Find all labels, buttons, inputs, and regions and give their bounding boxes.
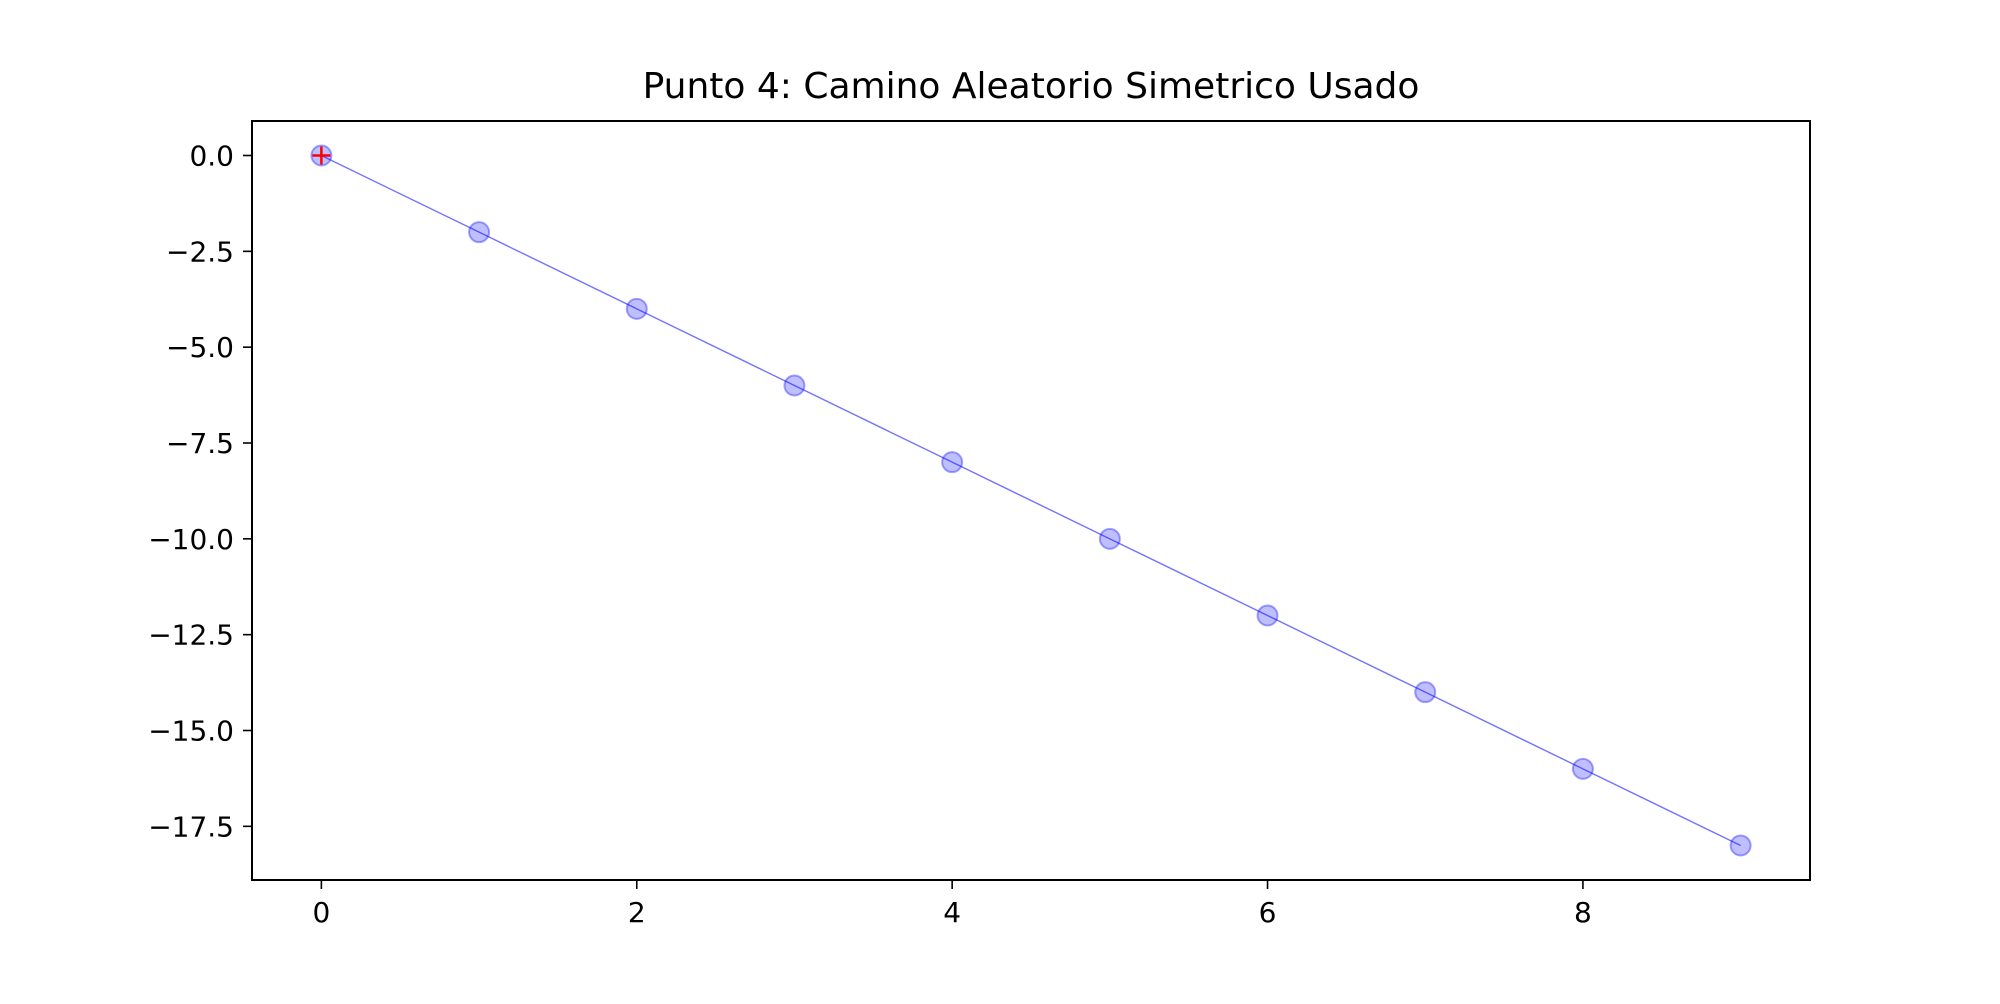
chart-title: Punto 4: Camino Aleatorio Simetrico Usad… xyxy=(643,66,1420,107)
data-point xyxy=(1571,757,1594,780)
x-tick-label: 8 xyxy=(1574,896,1592,929)
start-marker xyxy=(312,146,331,165)
series-line xyxy=(321,154,1741,847)
data-point xyxy=(1729,834,1752,857)
x-tick-label: 2 xyxy=(628,896,646,929)
y-tick-label: −7.5 xyxy=(166,427,234,460)
y-tick-label: 0.0 xyxy=(189,140,234,173)
data-point xyxy=(941,451,964,474)
y-tick-label: −12.5 xyxy=(148,619,234,652)
data-point xyxy=(1414,681,1437,704)
data-point xyxy=(1256,604,1279,627)
y-tick-label: −10.0 xyxy=(148,523,234,556)
x-tick-label: 6 xyxy=(1259,896,1277,929)
x-tick-label: 4 xyxy=(943,896,961,929)
plot-frame xyxy=(251,120,1811,881)
y-tick-label: −2.5 xyxy=(166,235,234,268)
y-tick-label: −5.0 xyxy=(166,331,234,364)
data-point xyxy=(783,374,806,397)
data-point xyxy=(1098,527,1121,550)
y-tick-label: −15.0 xyxy=(148,715,234,748)
x-tick-label: 0 xyxy=(312,896,330,929)
y-tick-label: −17.5 xyxy=(148,810,234,843)
data-point xyxy=(468,221,491,244)
data-point xyxy=(625,297,648,320)
